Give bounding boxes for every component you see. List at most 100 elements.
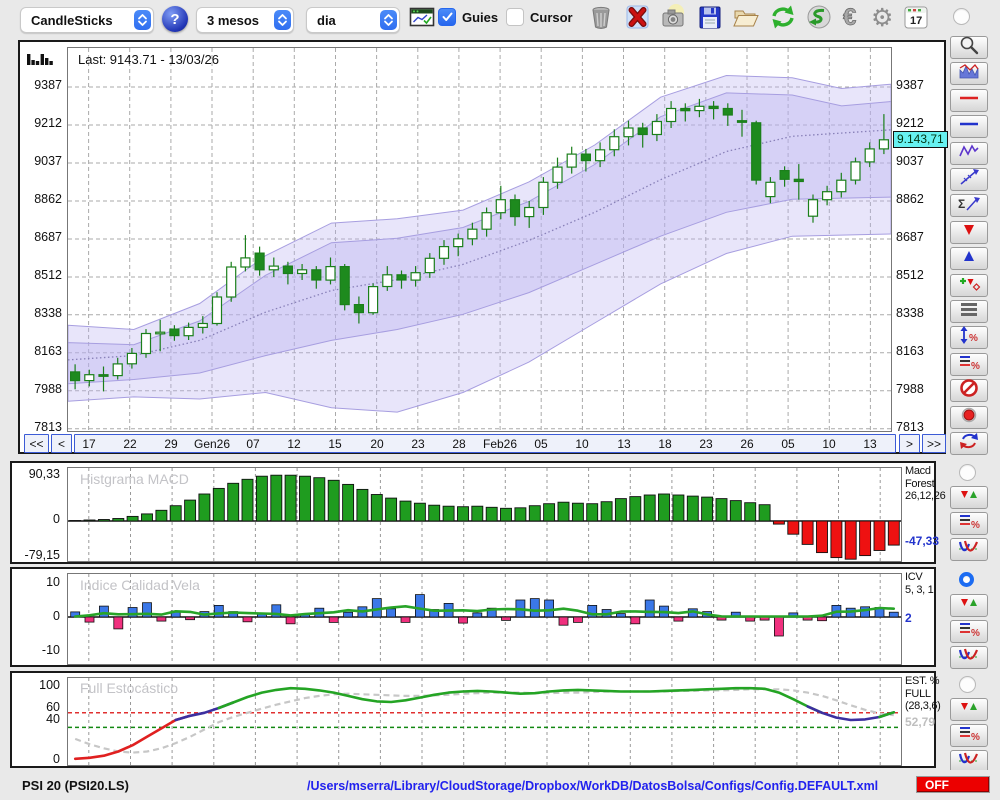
gear-button[interactable]: ⚙ [868,3,900,35]
period-select[interactable]: 3 mesos [196,7,294,33]
stochastic-plot[interactable] [67,677,902,766]
nav-prev-button[interactable]: < [51,434,72,453]
stoch-y-60: 60 [46,700,60,714]
date-axis-label: 15 [328,437,342,451]
arrow-down-button[interactable] [950,220,988,244]
main-chart-radio[interactable] [953,8,970,25]
icv-value: 2 [905,611,912,625]
histogram-mini-icon [27,51,53,72]
price-axis-label: 8862 [896,192,924,206]
trash-button[interactable] [585,3,617,35]
price-axis-label: 8512 [34,268,62,282]
cursor-label: Cursor [530,9,573,25]
curves-icon [957,537,981,562]
chart-window-button[interactable] [406,3,438,35]
list-rows-icon [957,299,981,324]
zoom-icon [957,35,981,60]
price-axis-label: 9387 [34,78,62,92]
record-button[interactable] [950,405,988,429]
list-rows-button[interactable] [950,300,988,323]
macd-arrows-red-green-button[interactable] [950,486,988,509]
stoch-arrows-red-green-button[interactable] [950,698,988,721]
disable-icon [957,378,981,403]
main-price-plot[interactable] [67,47,892,432]
delete-button[interactable] [621,3,653,35]
off-button[interactable]: OFF [916,776,990,793]
macd-value: -47,33 [905,534,940,548]
macd-panel-radio[interactable] [959,464,976,481]
arrows-red-green-icon [957,485,981,510]
guies-checkbox[interactable]: Guies [438,8,498,26]
config-path-label: /Users/mserra/Library/CloudStorage/Dropb… [307,779,879,793]
price-axis-label: 8338 [896,306,924,320]
last-price-label: Last: 9143.71 - 13/03/26 [78,52,219,67]
macd-curves-button[interactable] [950,538,988,561]
icv-plot[interactable] [67,573,902,665]
interval-value: dia [317,12,336,28]
blue-hline-button[interactable] [950,115,988,139]
red-hline-button[interactable] [950,88,988,112]
checkbox-checked-icon [438,8,456,26]
chevron-up-down-icon [134,10,151,30]
chevron-up-down-icon [274,10,291,30]
cursor-checkbox[interactable]: Cursor [506,8,573,26]
save-icon [696,4,724,35]
interval-select[interactable]: dia [306,7,400,33]
icv-y-bottom: -10 [41,643,60,657]
nav-next-button[interactable]: > [899,434,920,453]
stoch-title: Full Estocástico [80,680,179,696]
svg-text:%: % [969,333,978,344]
arrow-up-button[interactable] [950,247,988,271]
date-navigation-bar: << < 17 22 29 Gen26 07 12 15 20 23 28 Feb26 05 10 13 1… [20,434,946,455]
date-axis-label: Gen26 [194,437,231,451]
trendline-button[interactable] [950,168,988,191]
levels-percent-icon: % [957,619,981,644]
add-signal-button[interactable] [950,273,988,297]
icv-arrows-red-green-button[interactable] [950,594,988,617]
nav-last-button[interactable]: >> [922,434,946,453]
levels-percent-button[interactable]: % [950,352,988,376]
nav-first-button[interactable]: << [24,434,49,453]
undo-button[interactable] [803,3,835,35]
range-percent-button[interactable]: % [950,326,988,350]
svg-text:%: % [971,520,980,531]
icv-levels-percent-button[interactable]: % [950,620,988,643]
zoom-button[interactable] [950,36,988,59]
stoch-y-100: 100 [39,678,60,692]
sum-trendline-button[interactable]: Σ [950,194,988,218]
stoch-levels-percent-button[interactable]: % [950,724,988,747]
date-axis-label: Feb26 [482,437,518,451]
macd-plot[interactable] [67,467,902,562]
levels-percent-icon: % [957,723,981,748]
date-axis-label: 07 [246,437,260,451]
sync-icon [957,431,981,456]
sync-button[interactable] [950,432,988,455]
svg-text:%: % [971,361,980,372]
price-axis-label: 9037 [896,154,924,168]
delete-icon [623,4,651,35]
icv-y-zero: 0 [53,609,60,623]
refresh-button[interactable] [767,3,799,35]
date-axis-label: 05 [534,437,548,451]
price-axis-label: 9387 [896,78,924,92]
help-button[interactable]: ? [162,6,188,32]
euro-button[interactable]: € [838,3,870,35]
stoch-y-40: 40 [46,712,60,726]
icv-curves-button[interactable] [950,646,988,669]
indicator-window-icon [957,61,981,86]
date-axis-label: 10 [575,437,589,451]
date-axis-label: 29 [164,437,178,451]
stoch-panel-radio[interactable] [959,676,976,693]
date-axis-label: 23 [411,437,425,451]
folder-button[interactable] [730,3,762,35]
calendar-button[interactable]: 17 [900,3,932,35]
macd-levels-percent-button[interactable]: % [950,512,988,535]
zigzag-icon [957,141,981,166]
zigzag-button[interactable] [950,141,988,166]
disable-button[interactable] [950,378,988,403]
chart-type-select[interactable]: CandleSticks [20,7,154,33]
camera-button[interactable] [657,3,689,35]
indicator-window-button[interactable] [950,61,988,86]
save-button[interactable] [694,3,726,35]
icv-panel-radio[interactable] [959,572,974,587]
